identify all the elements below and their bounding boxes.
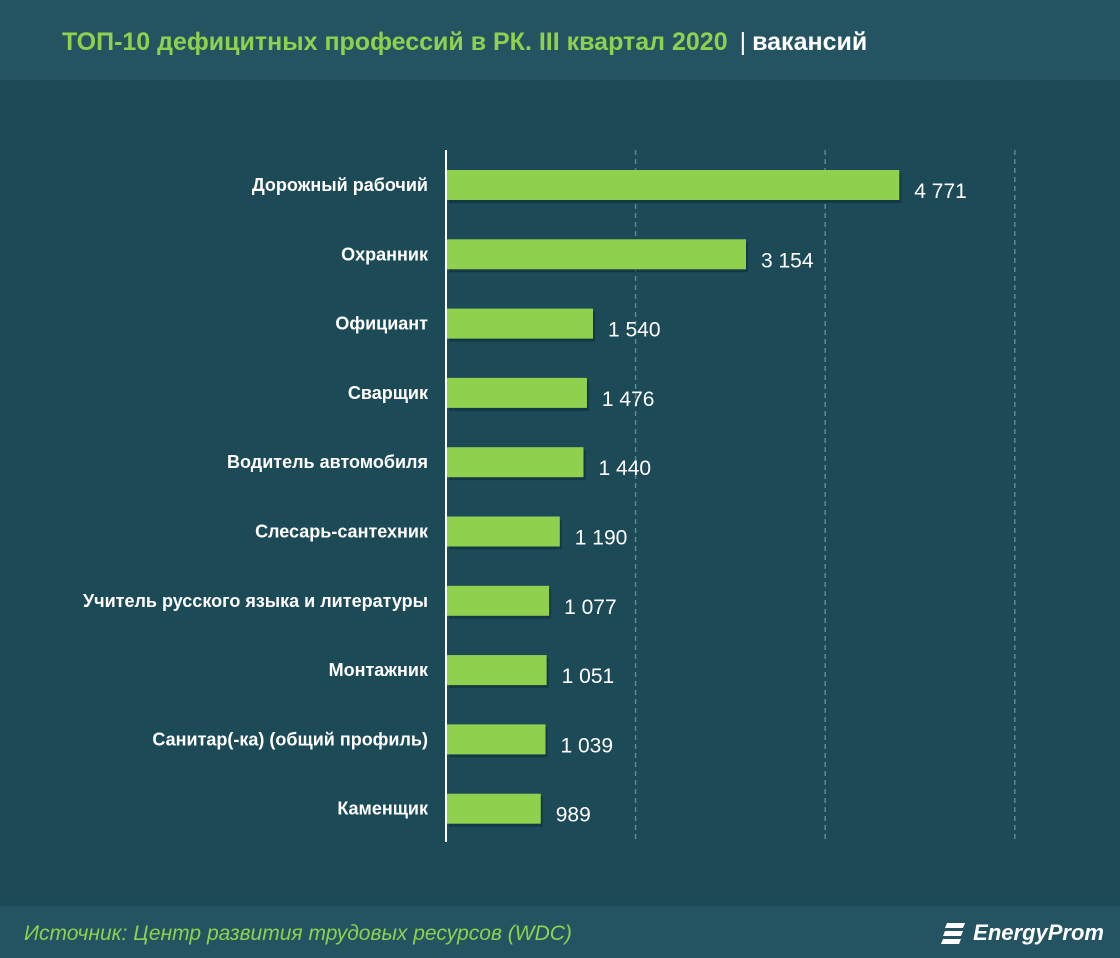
category-label: Водитель автомобиля [227, 452, 428, 472]
unit-label: вакансий [752, 28, 868, 56]
bar-7 [447, 585, 550, 616]
category-label: Дорожный рабочий [252, 175, 428, 195]
category-label: Сварщик [348, 383, 429, 403]
category-label: Учитель русского языка и литературы [83, 591, 428, 611]
bar-8 [447, 655, 547, 686]
bar-3 [447, 308, 593, 339]
footer-bar [0, 906, 1120, 958]
value-label: 1 540 [608, 319, 661, 342]
bar-5 [447, 447, 584, 478]
bar-10 [447, 793, 541, 824]
title-bar [0, 0, 1120, 80]
bar-2 [447, 239, 746, 270]
category-label: Официант [335, 314, 428, 334]
source-note: Источник: Центр развития трудовых ресурс… [24, 922, 572, 945]
chart-title: ТОП-10 дефицитных профессий в РК. III кв… [62, 28, 867, 57]
value-label: 4 771 [914, 180, 967, 203]
category-label: Монтажник [329, 660, 429, 680]
energyprom-logo-icon [941, 923, 966, 944]
title-text: ТОП-10 дефицитных профессий в РК. III кв… [62, 28, 728, 56]
value-label: 1 476 [602, 388, 655, 411]
category-label: Охранник [341, 244, 429, 264]
bar-9 [447, 724, 546, 755]
logo-text: EnergyProm [973, 920, 1104, 945]
bar-1 [447, 170, 900, 200]
value-label: 1 051 [562, 665, 615, 688]
category-label: Санитар(-ка) (общий профиль) [152, 729, 428, 749]
value-label: 989 [556, 804, 591, 827]
value-label: 1 440 [599, 457, 652, 480]
value-label: 1 190 [575, 527, 628, 550]
value-label: 3 154 [761, 249, 814, 272]
value-label: 1 039 [560, 734, 613, 757]
value-label: 1 077 [564, 596, 617, 619]
energyprom-logo: EnergyProm [941, 918, 1104, 948]
bar-6 [447, 516, 560, 547]
category-label: Каменщик [337, 799, 429, 819]
category-label: Слесарь-сантехник [255, 522, 429, 542]
bar-4 [447, 377, 587, 408]
title-separator: | [739, 28, 747, 56]
